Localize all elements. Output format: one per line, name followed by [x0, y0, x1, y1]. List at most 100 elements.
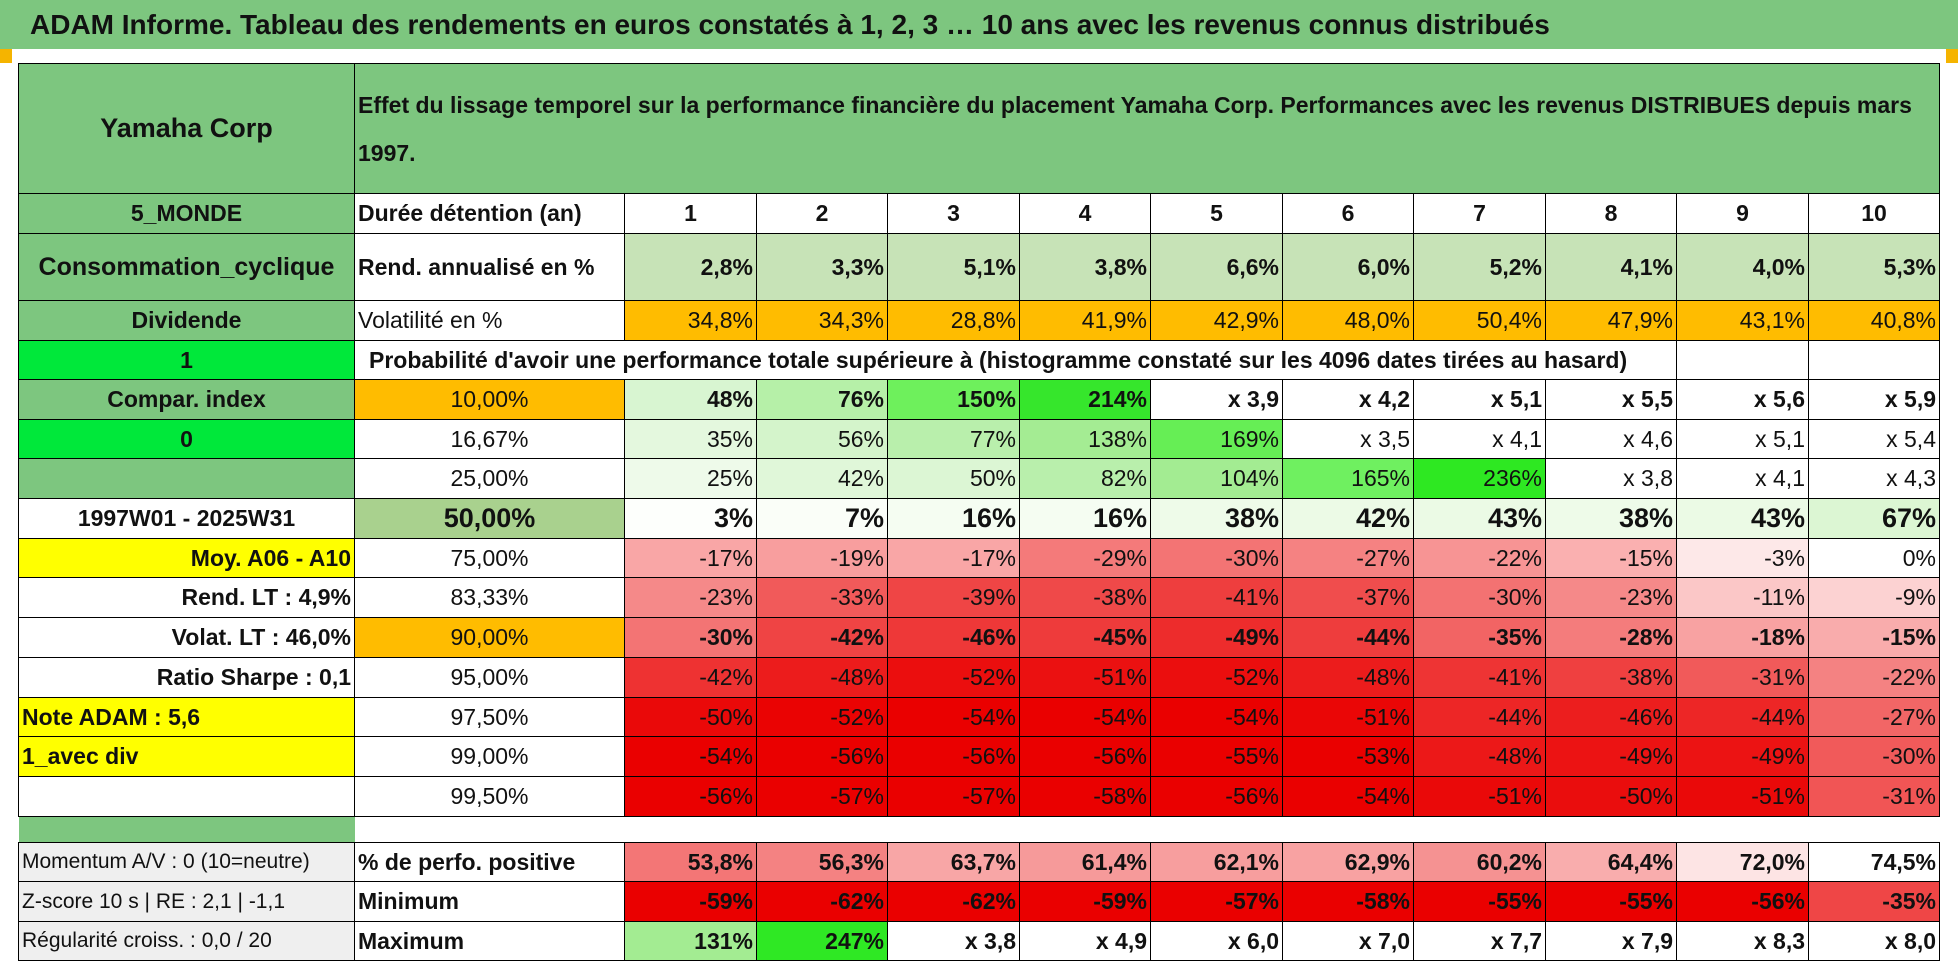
quantile-cell: 214% — [1019, 379, 1151, 420]
quantile-cell: -30% — [1150, 538, 1283, 578]
quantile-cell: -30% — [1413, 577, 1546, 618]
quantile-cell: -56% — [756, 736, 888, 777]
duration-header: 9 — [1676, 193, 1809, 234]
quantile-cell: -38% — [1545, 657, 1677, 698]
quantile-cell: -51% — [1413, 776, 1546, 817]
quantile-cell: -44% — [1676, 697, 1809, 737]
quantile-cell: -55% — [1150, 736, 1283, 777]
quantile-cell: -57% — [887, 776, 1020, 817]
max-cell: x 6,0 — [1150, 921, 1283, 961]
quantile-cell: 56% — [756, 419, 888, 459]
rend-cell: 3,8% — [1019, 233, 1151, 301]
pos-cell: 53,8% — [624, 842, 757, 882]
vol-cell: 48,0% — [1282, 300, 1414, 341]
quantile-label: 95,00% — [354, 657, 625, 698]
quantile-cell: -52% — [1150, 657, 1283, 698]
quantile-label: 25,00% — [354, 458, 625, 499]
quantile-cell: -39% — [887, 577, 1020, 618]
max-cell: 131% — [624, 921, 757, 961]
quantile-cell: x 5,1 — [1676, 419, 1809, 459]
pos-cell: 56,3% — [756, 842, 888, 882]
quantile-cell: -31% — [1676, 657, 1809, 698]
max-cell: x 8,3 — [1676, 921, 1809, 961]
quantile-cell: x 4,1 — [1413, 419, 1546, 459]
volat-lt-cell: Volat. LT : 46,0% — [18, 617, 355, 658]
pos-cell: 63,7% — [887, 842, 1020, 882]
min-cell: -62% — [756, 881, 888, 922]
quantile-cell: -51% — [1019, 657, 1151, 698]
min-cell: -58% — [1282, 881, 1414, 922]
quantile-cell: -23% — [624, 577, 757, 618]
quantile-cell: x 3,5 — [1282, 419, 1414, 459]
quantile-cell: -46% — [887, 617, 1020, 658]
returns-table: Yamaha Corp Effet du lissage temporel su… — [18, 63, 1940, 961]
duration-header: 8 — [1545, 193, 1677, 234]
quantile-cell: -48% — [1413, 736, 1546, 777]
quantile-cell: x 3,8 — [1545, 458, 1677, 499]
min-cell: -55% — [1545, 881, 1677, 922]
quantile-cell: -41% — [1413, 657, 1546, 698]
quantile-cell: x 4,6 — [1545, 419, 1677, 459]
quantile-cell: -38% — [1019, 577, 1151, 618]
quantile-cell: -48% — [756, 657, 888, 698]
probability-title: Probabilité d'avoir une performance tota… — [354, 340, 1677, 380]
quantile-cell: x 5,6 — [1676, 379, 1809, 420]
quantile-cell: 38% — [1150, 498, 1283, 539]
quantile-cell: 236% — [1413, 458, 1546, 499]
quantile-cell: x 4,1 — [1676, 458, 1809, 499]
moy-cell: Moy. A06 - A10 — [18, 538, 355, 578]
quantile-cell: -27% — [1282, 538, 1414, 578]
rend-cell: 3,3% — [756, 233, 888, 301]
quantile-cell: -42% — [624, 657, 757, 698]
min-cell: -35% — [1808, 881, 1940, 922]
vol-cell: 34,3% — [756, 300, 888, 341]
rend-cell: 5,3% — [1808, 233, 1940, 301]
quantile-cell: -37% — [1282, 577, 1414, 618]
quantile-cell: -19% — [756, 538, 888, 578]
avec-div-cell: 1_avec div — [18, 736, 355, 777]
max-cell: x 7,9 — [1545, 921, 1677, 961]
quantile-cell: -54% — [1019, 697, 1151, 737]
quantile-cell: 0% — [1808, 538, 1940, 578]
compar-index-cell: Compar. index — [18, 379, 355, 420]
quantile-cell: -49% — [1676, 736, 1809, 777]
quantile-label: 99,50% — [354, 776, 625, 817]
vol-cell: 43,1% — [1676, 300, 1809, 341]
quantile-cell: -17% — [887, 538, 1020, 578]
quantile-cell: 150% — [887, 379, 1020, 420]
duration-header: 3 — [887, 193, 1020, 234]
quantile-cell: -48% — [1282, 657, 1414, 698]
quantile-cell: -9% — [1808, 577, 1940, 618]
quantile-cell: -35% — [1413, 617, 1546, 658]
pos-cell: 62,1% — [1150, 842, 1283, 882]
min-cell: -59% — [624, 881, 757, 922]
quantile-cell: 25% — [624, 458, 757, 499]
durations-label: Durée détention (an) — [354, 193, 625, 234]
rend-cell: 6,6% — [1150, 233, 1283, 301]
note-adam-cell: Note ADAM : 5,6 — [18, 697, 355, 737]
fund-name-cell: Yamaha Corp — [18, 63, 355, 194]
quantile-cell: x 5,1 — [1413, 379, 1546, 420]
min-cell: -56% — [1676, 881, 1809, 922]
quantile-cell: x 5,4 — [1808, 419, 1940, 459]
quantile-cell: -56% — [624, 776, 757, 817]
quantile-cell: -28% — [1545, 617, 1677, 658]
quantile-cell: -52% — [887, 657, 1020, 698]
zone-cell: 5_MONDE — [18, 193, 355, 234]
max-cell: x 3,8 — [887, 921, 1020, 961]
quantile-cell: -58% — [1019, 776, 1151, 817]
regularite-cell: Régularité croiss. : 0,0 / 20 — [18, 921, 355, 961]
quantile-cell: -45% — [1019, 617, 1151, 658]
max-cell: x 7,7 — [1413, 921, 1546, 961]
duration-header: 2 — [756, 193, 888, 234]
quantile-cell: 76% — [756, 379, 888, 420]
quantile-cell: 50% — [887, 458, 1020, 499]
quantile-cell: 43% — [1676, 498, 1809, 539]
period-cell: 1997W01 - 2025W31 — [18, 498, 355, 539]
max-label: Maximum — [354, 921, 625, 961]
quantile-cell: 16% — [887, 498, 1020, 539]
pos-label: % de perfo. positive — [354, 842, 625, 882]
pos-cell: 64,4% — [1545, 842, 1677, 882]
quantile-cell: -54% — [624, 736, 757, 777]
quantile-cell: x 4,2 — [1282, 379, 1414, 420]
